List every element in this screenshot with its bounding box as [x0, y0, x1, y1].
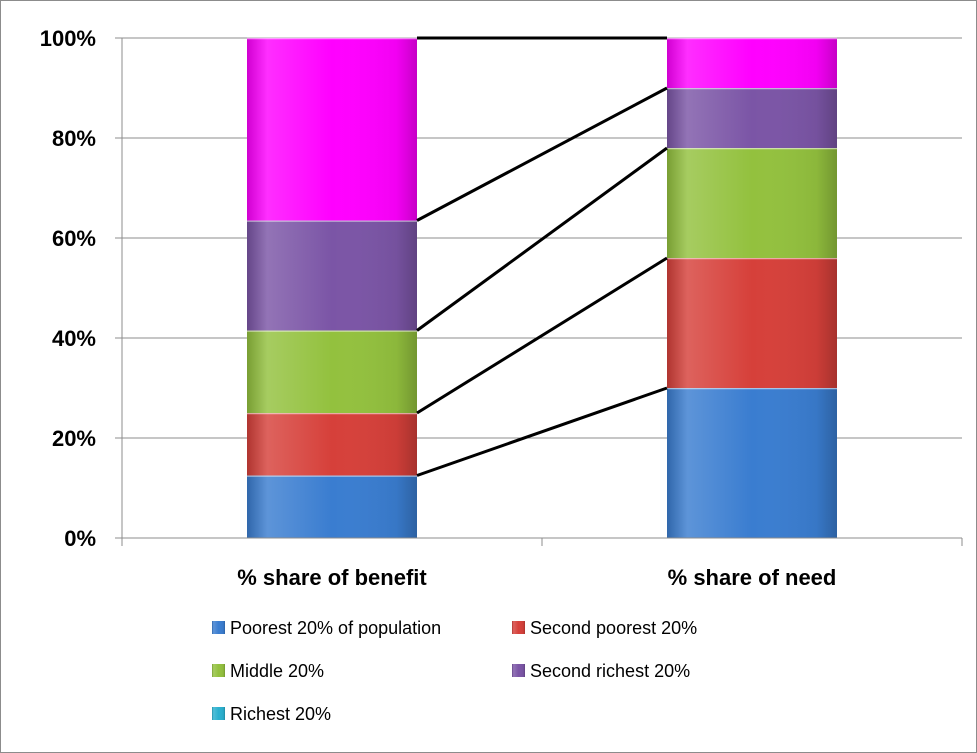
connector-line — [416, 386, 668, 477]
bar-segment-shading — [667, 38, 837, 88]
legend-label: Second richest 20% — [530, 661, 690, 681]
legend-item: Middle 20% — [212, 661, 324, 681]
y-tick-label: 40% — [52, 326, 96, 351]
bar-segment-shading — [247, 220, 417, 331]
legend-item: Richest 20% — [212, 704, 331, 724]
legend-item: Second richest 20% — [512, 661, 690, 681]
connector-line — [416, 256, 668, 415]
bar-segment-shading — [667, 148, 837, 258]
legend-item: Poorest 20% of population — [212, 618, 441, 638]
legend-item: Second poorest 20% — [512, 618, 697, 638]
legend-swatch-shading — [212, 621, 225, 634]
x-tick-label: % share of need — [668, 565, 837, 590]
bars — [247, 37, 837, 538]
legend-label: Poorest 20% of population — [230, 618, 441, 638]
connector-lines — [416, 36, 668, 477]
legend-label: Middle 20% — [230, 661, 324, 681]
legend-label: Second poorest 20% — [530, 618, 697, 638]
y-tick-label: 100% — [40, 26, 96, 51]
bar-segment-shading — [667, 388, 837, 538]
bar-segment-shading — [667, 258, 837, 388]
x-tick-label: % share of benefit — [237, 565, 427, 590]
bar-segment-shading — [247, 413, 417, 476]
y-tick-label: 60% — [52, 226, 96, 251]
y-tick-label: 20% — [52, 426, 96, 451]
axes — [115, 37, 963, 546]
legend-label: Richest 20% — [230, 704, 331, 724]
bar-segment-shading — [247, 475, 417, 538]
bar-segment-shading — [247, 38, 417, 221]
y-tick-label: 0% — [64, 526, 96, 551]
legend-swatch-shading — [512, 664, 525, 677]
legend-swatch-shading — [212, 664, 225, 677]
connector-line — [416, 86, 668, 222]
legend-swatch-shading — [212, 707, 225, 720]
bar-segment-shading — [667, 88, 837, 148]
y-tick-label: 80% — [52, 126, 96, 151]
legend: Poorest 20% of population Second poorest … — [212, 618, 697, 724]
tick-labels: 0% 20% 40% 60% 80% 100% % share of benefit % sh… — [40, 26, 837, 590]
legend-swatch-shading — [512, 621, 525, 634]
bar-segment-shading — [247, 330, 417, 413]
connector-line — [416, 146, 668, 332]
